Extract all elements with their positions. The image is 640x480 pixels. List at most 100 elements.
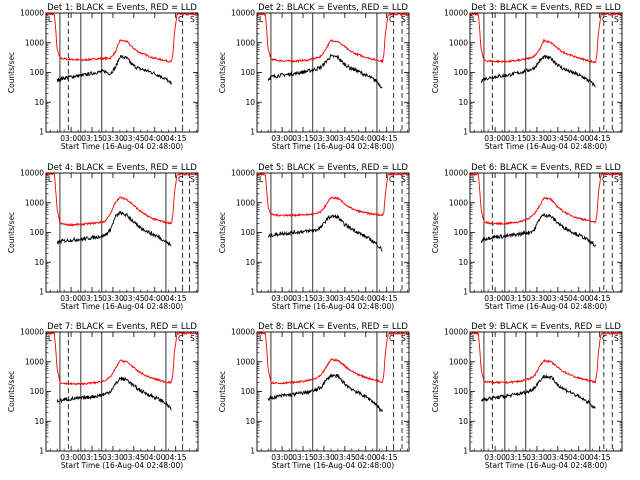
lld-series-line [470,173,622,226]
plot-frame [469,12,623,133]
x-tick-label: 03:30 [313,134,335,143]
y-axis-label: Counts/sec [431,212,440,253]
panel-title: Det 3: BLACK = Events, RED = LLD [471,3,621,13]
x-tick-label: 03:45 [123,134,145,143]
y-tick-label: 1000 [25,38,44,47]
x-tick-label: 03:30 [526,453,548,462]
y-tick-label: 1 [39,128,44,137]
x-tick-label: 04:00 [355,294,377,303]
corner-mark-right: S [190,15,195,24]
x-tick-label: 03:15 [81,134,103,143]
x-tick-label: 03:45 [547,294,569,303]
corner-mark-mid: C [602,175,607,184]
y-tick-label: 10 [34,258,44,267]
events-series-line [56,375,172,411]
panel-title: Det 5: BLACK = Events, RED = LLD [258,163,408,173]
x-tick-label: 03:30 [102,294,124,303]
x-tick-label: 03:00 [60,294,82,303]
panel-det-4: Det 4: BLACK = Events, RED = LLD 1 10 100 10… [7,163,199,311]
y-tick-label: 1000 [449,198,468,207]
x-tick-label: 03:15 [292,134,314,143]
y-tick-label: 100 [30,228,45,237]
events-series-line [480,373,596,410]
events-series-line [56,55,172,85]
y-tick-label: 10 [245,98,255,107]
y-tick-label: 100 [241,228,256,237]
y-tick-label: 1 [250,447,255,456]
y-axis-label: Counts/sec [218,52,227,93]
x-tick-label: 03:15 [81,453,103,462]
y-axis-label: Counts/sec [431,52,440,93]
x-tick-label: 04:00 [568,294,590,303]
x-axis-label: Start Time (16-Aug-04 02:48:00) [272,142,394,151]
x-tick-label: 03:45 [334,453,356,462]
panel-det-8: Det 8: BLACK = Events, RED = LLD 1 10 100 10… [218,322,410,470]
y-tick-label: 10 [245,417,255,426]
corner-mark-mid: C [389,334,394,343]
panel-title: Det 6: BLACK = Events, RED = LLD [471,163,621,173]
corner-mark-right: S [401,15,406,24]
x-tick-label: 03:45 [123,294,145,303]
x-tick-label: 03:15 [292,294,314,303]
x-tick-label: 04:15 [589,453,611,462]
y-tick-label: 10 [34,98,44,107]
y-tick-label: 10 [458,417,468,426]
plot-frame [45,172,199,293]
x-tick-label: 04:00 [355,453,377,462]
plot-frame [256,172,410,293]
y-axis-label: Counts/sec [7,371,16,412]
lld-series-line [257,332,409,386]
x-tick-label: 04:15 [376,134,398,143]
y-axis-label: Counts/sec [431,371,440,412]
y-tick-label: 1000 [236,38,255,47]
x-tick-label: 03:45 [334,294,356,303]
x-tick-label: 04:15 [165,294,187,303]
y-tick-label: 100 [241,68,256,77]
events-series-line [267,213,383,252]
x-tick-label: 03:00 [60,134,82,143]
y-tick-label: 10 [245,258,255,267]
lld-series-line [46,173,198,227]
x-tick-label: 04:15 [165,453,187,462]
y-tick-label: 10000 [20,169,44,178]
panel-title: Det 2: BLACK = Events, RED = LLD [258,3,408,13]
events-series-line [267,53,383,89]
plot-frame [256,12,410,133]
x-tick-label: 04:15 [165,134,187,143]
corner-mark-mid: C [178,334,183,343]
y-tick-label: 100 [454,228,469,237]
panel-det-5: Det 5: BLACK = Events, RED = LLD 1 10 100 10… [218,163,410,311]
panel-det-2: Det 2: BLACK = Events, RED = LLD 1 10 100 10… [218,3,410,151]
plot-frame [469,331,623,452]
x-tick-label: 03:30 [526,294,548,303]
x-tick-label: 03:30 [526,134,548,143]
corner-mark-left: L [472,334,477,343]
x-tick-label: 03:45 [334,134,356,143]
corner-mark-right: S [190,175,195,184]
y-tick-label: 10000 [444,9,468,18]
x-tick-label: 03:45 [547,134,569,143]
x-tick-label: 03:00 [271,453,293,462]
y-tick-label: 1000 [236,198,255,207]
corner-mark-right: S [401,175,406,184]
y-tick-label: 10000 [444,328,468,337]
lld-series-line [46,332,198,386]
y-tick-label: 10 [34,417,44,426]
plot-frame [45,331,199,452]
corner-mark-left: L [472,175,477,184]
panel-title: Det 4: BLACK = Events, RED = LLD [47,163,197,173]
y-tick-label: 10000 [231,169,255,178]
x-tick-label: 04:15 [376,453,398,462]
x-tick-label: 03:15 [81,294,103,303]
x-axis-label: Start Time (16-Aug-04 02:48:00) [485,302,607,311]
y-tick-label: 1 [463,447,468,456]
x-tick-label: 03:00 [271,294,293,303]
x-tick-label: 03:15 [292,453,314,462]
corner-mark-mid: C [389,175,394,184]
corner-mark-mid: C [602,15,607,24]
x-tick-label: 03:15 [505,134,527,143]
corner-mark-mid: C [178,15,183,24]
x-axis-label: Start Time (16-Aug-04 02:48:00) [485,461,607,470]
panel-title: Det 9: BLACK = Events, RED = LLD [471,322,621,332]
panel-det-7: Det 7: BLACK = Events, RED = LLD 1 10 100 10… [7,322,199,470]
